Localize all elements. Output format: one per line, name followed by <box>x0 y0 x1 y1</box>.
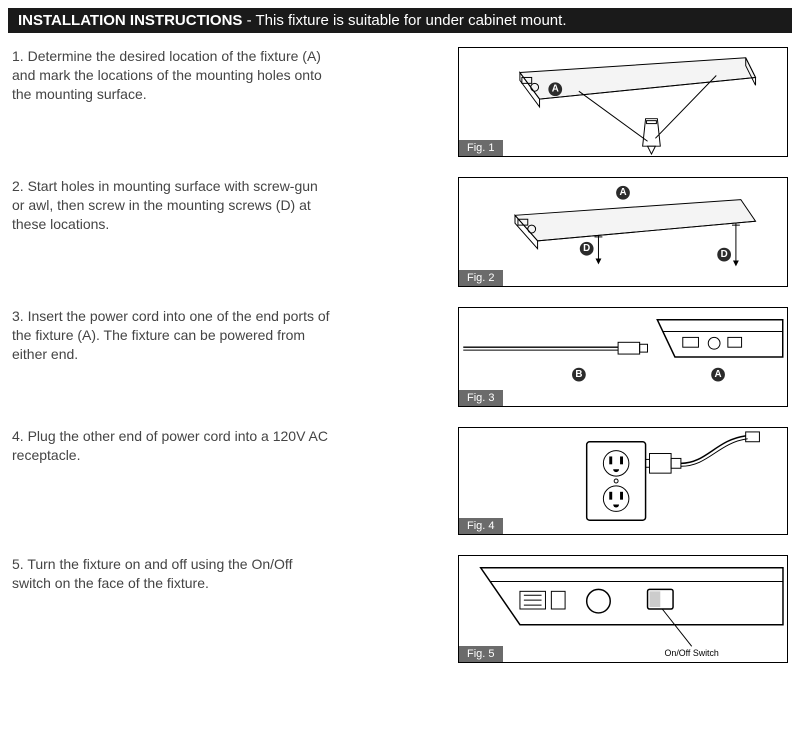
step-4-text: 4. Plug the other end of power cord into… <box>12 427 332 465</box>
figure-5: On/Off Switch Fig. 5 <box>458 555 788 663</box>
figure-4: Fig. 4 <box>458 427 788 535</box>
fig-2-label: Fig. 2 <box>459 270 503 286</box>
svg-text:A: A <box>715 369 722 380</box>
figure-2: A D D Fig. 2 <box>458 177 788 287</box>
step-5-text: 5. Turn the fixture on and off using the… <box>12 555 332 593</box>
svg-text:A: A <box>552 84 559 95</box>
figure-4-svg <box>459 428 787 534</box>
steps-container: 1. Determine the desired location of the… <box>0 47 800 663</box>
header-title-bold: INSTALLATION INSTRUCTIONS <box>18 12 242 29</box>
figure-1: A Fig. 1 <box>458 47 788 157</box>
step-1: 1. Determine the desired location of the… <box>12 47 788 157</box>
step-2: 2. Start holes in mounting surface with … <box>12 177 788 287</box>
plug-icon <box>646 432 760 473</box>
figure-5-svg: On/Off Switch <box>459 556 787 662</box>
screw-icon <box>595 235 603 264</box>
svg-text:B: B <box>575 369 582 380</box>
fig-4-label: Fig. 4 <box>459 518 503 534</box>
fig-5-label: Fig. 5 <box>459 646 503 662</box>
fig-3-label: Fig. 3 <box>459 390 503 406</box>
header-bar: INSTALLATION INSTRUCTIONS - This fixture… <box>8 8 792 33</box>
svg-text:A: A <box>619 187 626 198</box>
figure-1-svg: A <box>459 48 787 156</box>
svg-text:D: D <box>721 249 728 260</box>
header-title-rest: - This fixture is suitable for under cab… <box>242 12 566 29</box>
step-3-text: 3. Insert the power cord into one of the… <box>12 307 332 364</box>
figure-2-svg: A D D <box>459 178 787 286</box>
figure-3: B A Fig. 3 <box>458 307 788 407</box>
step-3: 3. Insert the power cord into one of the… <box>12 307 788 407</box>
svg-text:D: D <box>583 243 590 254</box>
figure-3-svg: B A <box>459 308 787 406</box>
screw-icon <box>732 223 740 266</box>
step-4: 4. Plug the other end of power cord into… <box>12 427 788 535</box>
fig-1-label: Fig. 1 <box>459 140 503 156</box>
on-off-switch-label: On/Off Switch <box>665 648 719 658</box>
step-5: 5. Turn the fixture on and off using the… <box>12 555 788 663</box>
step-1-text: 1. Determine the desired location of the… <box>12 47 332 104</box>
step-2-text: 2. Start holes in mounting surface with … <box>12 177 332 234</box>
